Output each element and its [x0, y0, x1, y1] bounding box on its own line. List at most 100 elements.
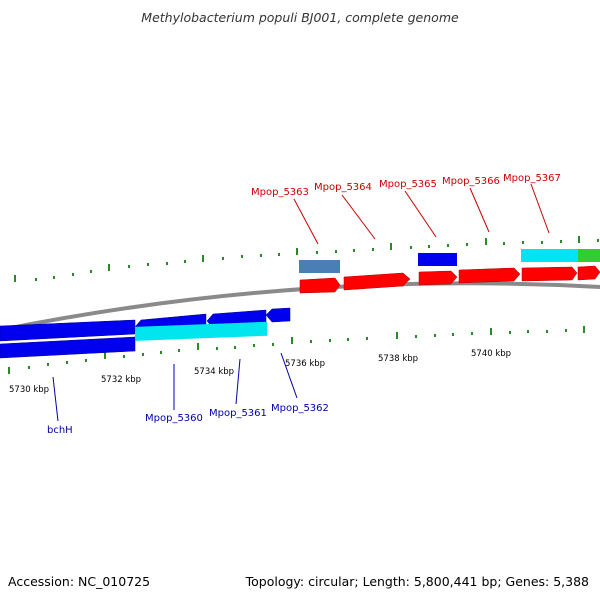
cds-forward — [418, 270, 458, 286]
tick — [471, 332, 473, 335]
cds-forward — [577, 265, 600, 281]
leader-line — [404, 190, 437, 238]
tick — [310, 340, 312, 343]
map-title: Methylobacterium populi BJ001, complete … — [141, 10, 459, 25]
tick — [372, 248, 374, 251]
tick — [128, 265, 130, 268]
upper-ticks — [14, 236, 599, 282]
gene-label-mpop-5365: Mpop_5365 — [379, 179, 437, 190]
scale-label: 5736 kbp — [285, 359, 325, 369]
tick — [428, 245, 430, 248]
gene-label-mpop-5362: Mpop_5362 — [271, 403, 329, 414]
tick — [104, 352, 106, 359]
feature-cyan-top — [521, 249, 578, 262]
cds-forward — [299, 277, 341, 294]
tick — [253, 344, 255, 347]
tick — [583, 326, 585, 333]
tick — [347, 338, 349, 341]
tick — [565, 329, 567, 332]
tick — [108, 264, 110, 271]
tick — [396, 332, 398, 339]
leader-line — [469, 187, 490, 233]
tick — [28, 366, 30, 369]
leader-line — [341, 194, 376, 240]
tick — [85, 359, 87, 362]
tick — [597, 239, 599, 242]
tick — [8, 367, 10, 374]
feature-green-top — [578, 249, 600, 262]
tick — [160, 351, 162, 354]
tick — [503, 242, 505, 245]
leader-line — [280, 352, 298, 399]
forward-gene-labels: Mpop_5363 Mpop_5364 Mpop_5365 Mpop_5366 … — [251, 173, 561, 245]
tick — [184, 260, 186, 263]
tick — [234, 346, 236, 349]
leader-line — [293, 198, 319, 245]
tick — [123, 355, 125, 358]
scale-label: 5740 kbp — [471, 349, 511, 359]
tick — [466, 243, 468, 246]
leader-line — [235, 358, 241, 405]
tick — [353, 249, 355, 252]
tick — [490, 328, 492, 335]
tick — [66, 361, 68, 364]
gene-label-mpop-5360: Mpop_5360 — [145, 413, 203, 424]
tick — [390, 243, 392, 250]
tick — [329, 339, 331, 342]
tick — [202, 255, 204, 262]
cds-reverse — [0, 336, 136, 359]
tick — [197, 343, 199, 350]
tick — [35, 278, 37, 281]
tick — [53, 276, 55, 279]
gene-label-mpop-5366: Mpop_5366 — [442, 176, 500, 187]
tick — [14, 275, 16, 282]
tick — [527, 330, 529, 333]
tick — [72, 273, 74, 276]
tick — [546, 330, 548, 333]
tick — [272, 343, 274, 346]
genome-stats: Topology: circular; Length: 5,800,441 bp… — [245, 574, 589, 589]
scale-label: 5732 kbp — [101, 375, 141, 385]
tick — [90, 270, 92, 273]
reverse-gene-labels: bchH Mpop_5360 Mpop_5361 Mpop_5362 — [47, 352, 329, 436]
tick — [166, 262, 168, 265]
tick — [296, 248, 298, 255]
lower-ticks — [8, 326, 585, 374]
cds-forward — [521, 266, 578, 282]
tick — [560, 240, 562, 243]
tick — [509, 331, 511, 334]
tick — [278, 253, 280, 256]
leader-line — [52, 376, 59, 422]
reverse-features — [0, 307, 291, 359]
scale-label: 5730 kbp — [9, 385, 49, 395]
tick — [291, 337, 293, 344]
gene-label-mpop-5367: Mpop_5367 — [503, 173, 561, 184]
tick — [447, 244, 449, 247]
feature-cyan — [135, 321, 267, 341]
tick — [541, 241, 543, 244]
tick — [452, 333, 454, 336]
gene-label-mpop-5361: Mpop_5361 — [209, 408, 267, 419]
tick — [578, 236, 580, 243]
tick — [241, 255, 243, 258]
tick — [178, 349, 180, 352]
gene-label-mpop-5364: Mpop_5364 — [314, 182, 372, 193]
tick — [522, 241, 524, 244]
tick — [260, 254, 262, 257]
tick — [316, 251, 318, 254]
feature-steel — [299, 260, 340, 273]
gene-label-mpop-5363: Mpop_5363 — [251, 187, 309, 198]
tick — [216, 347, 218, 350]
tick — [222, 257, 224, 260]
accession-label: Accession: NC_010725 — [8, 574, 151, 589]
scale-label: 5734 kbp — [194, 367, 234, 377]
feature-blue-top — [418, 253, 457, 266]
tick — [147, 263, 149, 266]
cds-forward — [458, 267, 521, 284]
tick — [47, 363, 49, 366]
tick — [415, 335, 417, 338]
cds-reverse — [265, 307, 291, 323]
scale-label: 5738 kbp — [378, 354, 418, 364]
gene-label-bchh: bchH — [47, 425, 73, 436]
